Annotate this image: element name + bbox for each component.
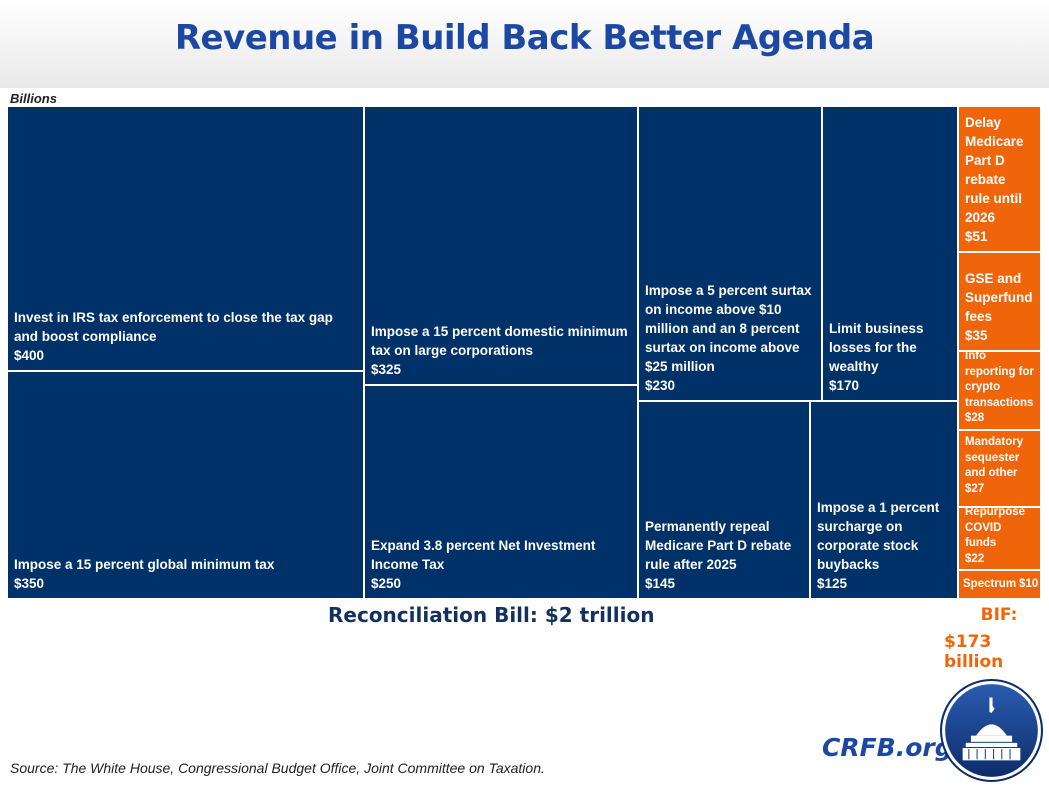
treemap-tile-bif: Spectrum $10	[959, 571, 1040, 598]
tile-label: Expand 3.8 percent Net Investment Income…	[371, 538, 596, 572]
tile-label: Mandatory sequester and other	[965, 436, 1024, 479]
tile-value: $27	[965, 482, 985, 495]
chart-title: Revenue in Build Back Better Agenda	[174, 18, 875, 58]
tile-value: $51	[965, 229, 988, 244]
tile-label: Delay Medicare Part D rebate rule until …	[965, 115, 1024, 225]
units-label: Billions	[10, 91, 57, 106]
treemap-tile-bif: Mandatory sequester and other $27	[959, 431, 1040, 506]
header-band	[0, 0, 1049, 88]
tile-label: Impose a 15 percent global minimum tax	[14, 557, 275, 572]
tile-value: $170	[829, 378, 860, 393]
treemap-tile-reconciliation: Impose a 15 percent global minimum tax $3…	[8, 372, 363, 598]
tile-label: Impose a 5 percent surtax on income abov…	[645, 283, 812, 374]
treemap-tile-bif: Delay Medicare Part D rebate rule until …	[959, 107, 1040, 251]
tile-value: $145	[645, 576, 676, 591]
tile-label: Limit business losses for the wealthy	[829, 321, 924, 374]
tile-value: $325	[371, 362, 402, 377]
tile-label: Invest in IRS tax enforcement to close t…	[14, 310, 333, 344]
bif-total-value: $173 billion	[944, 632, 1004, 672]
tile-label: Impose a 15 percent domestic minimum tax…	[371, 324, 628, 358]
tile-label: Spectrum	[963, 577, 1017, 590]
tile-label: GSE and Superfund fees	[965, 271, 1033, 324]
treemap-tile-reconciliation: Impose a 1 percent surcharge on corporat…	[811, 402, 957, 598]
treemap-tile-reconciliation: Expand 3.8 percent Net Investment Income…	[365, 386, 637, 598]
tile-label: Permanently repeal Medicare Part D rebat…	[645, 519, 792, 572]
reconciliation-total: Reconciliation Bill: $2 trillion	[328, 603, 655, 627]
tile-label: Info reporting for crypto transactions	[965, 350, 1034, 409]
treemap-tile-bif: GSE and Superfund fees $35	[959, 253, 1040, 350]
source-note: Source: The White House, Congressional B…	[10, 760, 545, 776]
tile-value: $35	[965, 328, 988, 343]
treemap-tile-reconciliation: Impose a 5 percent surtax on income abov…	[639, 107, 821, 400]
bif-total-label: BIF:	[980, 605, 1018, 625]
tile-value: $10	[1019, 577, 1039, 590]
treemap-tile-bif: Info reporting for crypto transactions $2…	[959, 350, 1040, 429]
tile-value: $22	[965, 552, 985, 565]
tile-value: $230	[645, 378, 676, 393]
tile-value: $350	[14, 576, 45, 591]
treemap-tile-reconciliation: Permanently repeal Medicare Part D rebat…	[639, 402, 809, 598]
treemap-tile-reconciliation: Invest in IRS tax enforcement to close t…	[8, 107, 363, 370]
brand-link[interactable]: CRFB.org	[822, 733, 953, 762]
tile-value: $28	[965, 412, 985, 425]
crfb-capitol-seal-logo	[940, 679, 1043, 782]
tile-label: Repurpose COVID funds	[965, 506, 1026, 549]
treemap-tile-bif: Repurpose COVID funds $22	[959, 506, 1040, 569]
tile-value: $400	[14, 348, 45, 363]
tile-value: $250	[371, 576, 402, 591]
tile-value: $125	[817, 576, 848, 591]
treemap-tile-reconciliation: Impose a 15 percent domestic minimum tax…	[365, 107, 637, 384]
tile-label: Impose a 1 percent surcharge on corporat…	[817, 500, 940, 572]
treemap-tile-reconciliation: Limit business losses for the wealthy $17…	[823, 107, 957, 400]
